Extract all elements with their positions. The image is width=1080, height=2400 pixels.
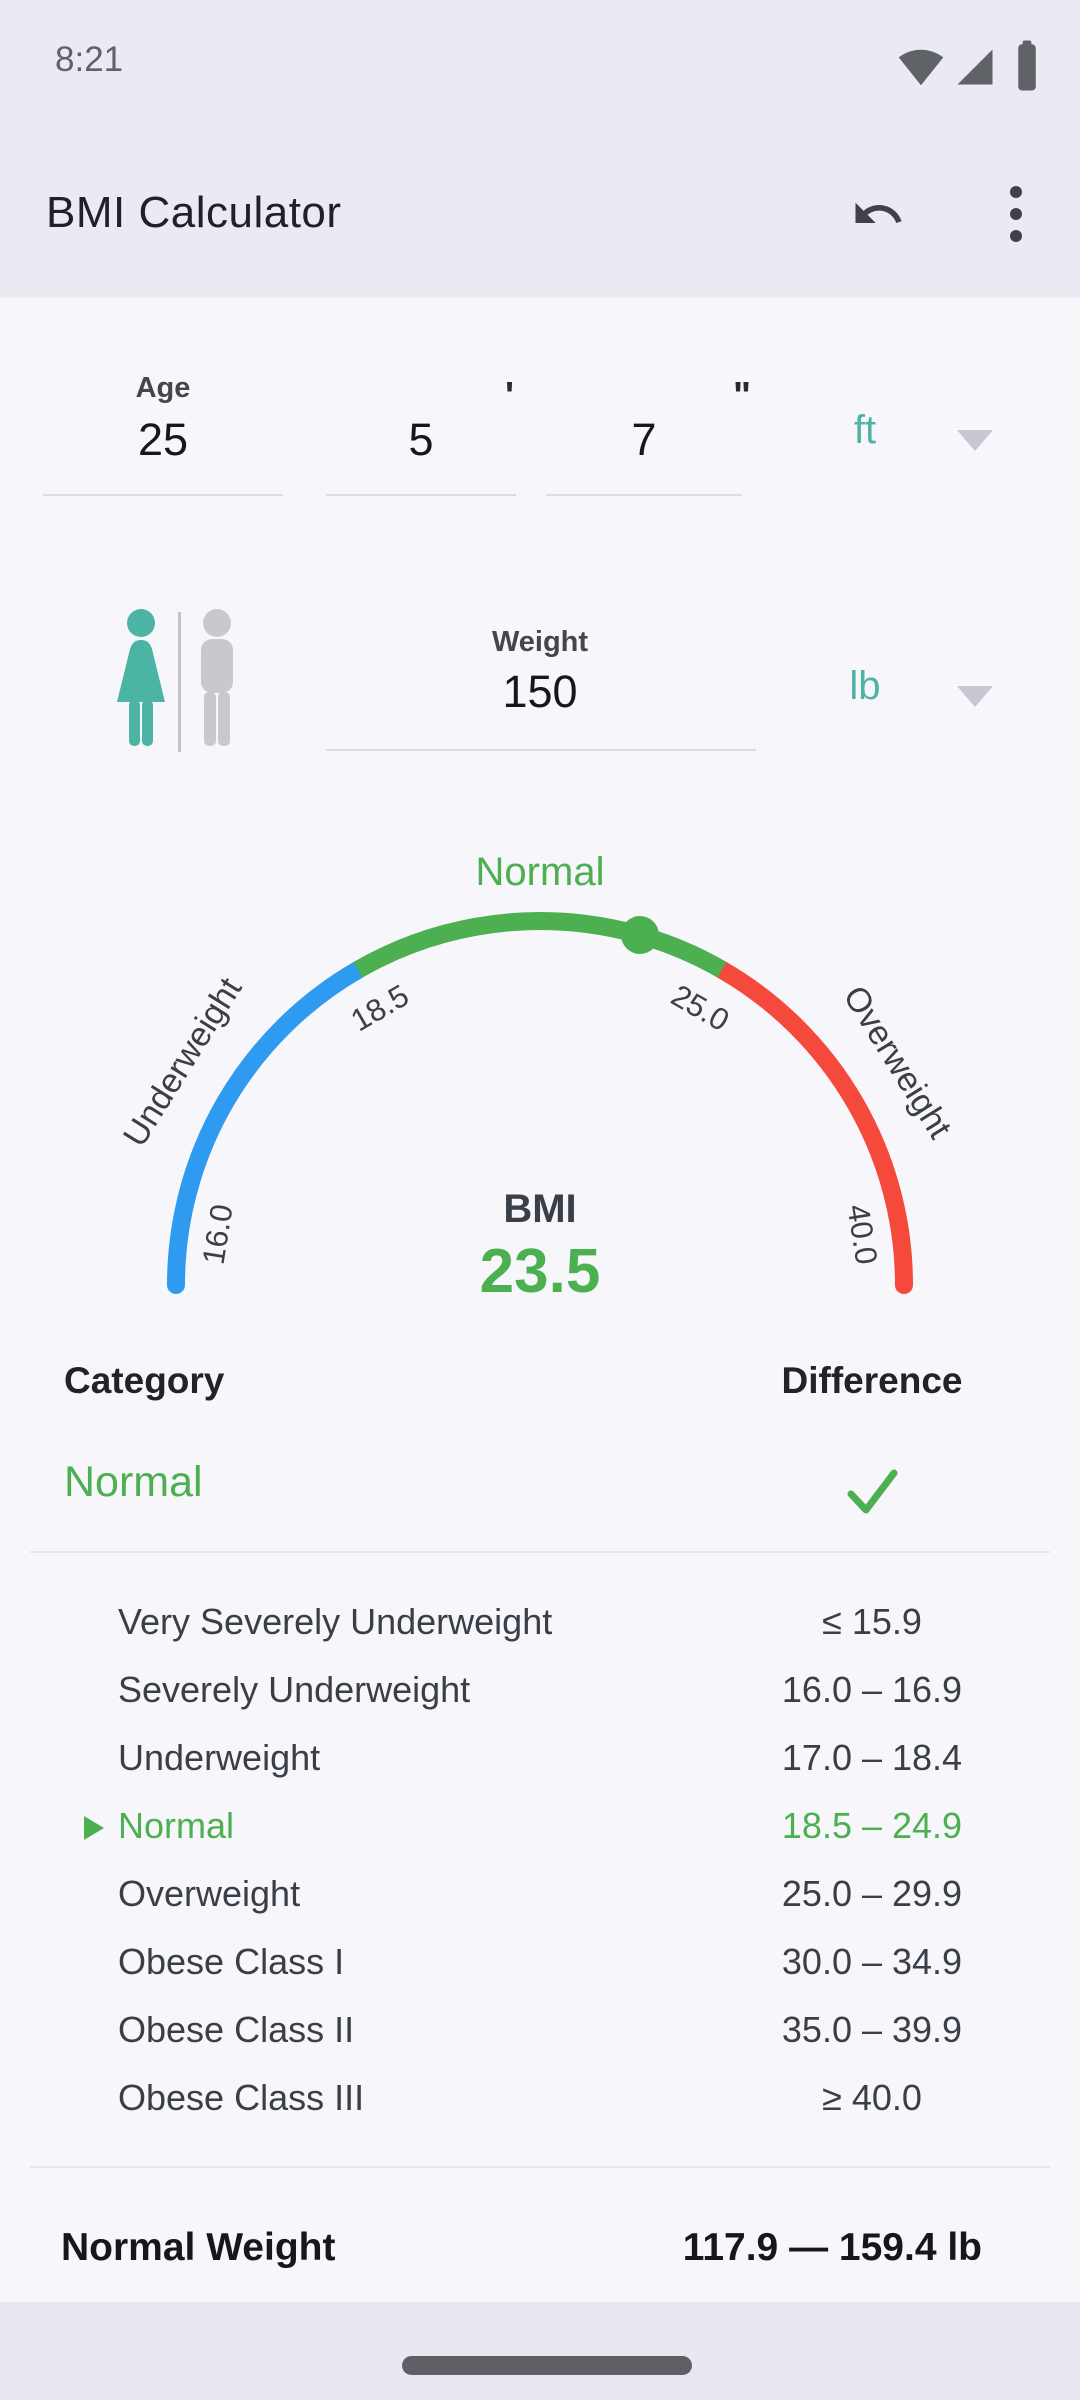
gauge-left-label: Underweight <box>116 971 250 1153</box>
weight-unit-select[interactable]: lb <box>849 664 881 708</box>
home-indicator[interactable] <box>402 2356 692 2375</box>
gauge-pointer-dot <box>621 916 659 954</box>
navigation-bar <box>0 2302 1080 2400</box>
row-name: Normal <box>118 1805 235 1846</box>
row-name: Obese Class I <box>118 1941 345 1982</box>
table-row: Obese Class II 35.0 – 39.9 <box>0 1996 1080 2064</box>
row-range: 17.0 – 18.4 <box>781 1737 963 1778</box>
table-row: Underweight 17.0 – 18.4 <box>0 1724 1080 1792</box>
weight-unit-dropdown-icon[interactable] <box>957 686 993 707</box>
table-row: Obese Class I 30.0 – 34.9 <box>0 1928 1080 1996</box>
gauge-tick-25: 25.0 <box>665 978 735 1038</box>
height-inches-input[interactable]: 7 <box>631 414 657 465</box>
table-row: Severely Underweight 16.0 – 16.9 <box>0 1656 1080 1724</box>
row-range: 25.0 – 29.9 <box>781 1873 963 1914</box>
page-title: BMI Calculator <box>46 188 342 237</box>
female-icon[interactable] <box>112 608 170 752</box>
row-name: Obese Class II <box>118 2009 355 2050</box>
gauge-top-label: Normal <box>476 850 605 894</box>
gender-divider <box>178 612 181 752</box>
weight-label: Weight <box>491 626 589 658</box>
category-table: Very Severely Underweight ≤ 15.9 Severel… <box>0 1588 1080 2132</box>
height-inches-underline <box>546 494 742 496</box>
height-unit-dropdown-icon[interactable] <box>957 430 993 451</box>
gauge-overweight-arc <box>713 960 913 1294</box>
table-row: Overweight 25.0 – 29.9 <box>0 1860 1080 1928</box>
row-name: Severely Underweight <box>118 1669 471 1710</box>
male-icon[interactable] <box>188 608 246 752</box>
age-label: Age <box>135 372 191 404</box>
row-range: ≥ 40.0 <box>822 2077 922 2118</box>
height-feet-underline <box>326 494 516 496</box>
inches-mark: " <box>733 375 752 417</box>
row-name: Obese Class III <box>118 2077 365 2118</box>
height-unit-select[interactable]: ft <box>853 408 877 452</box>
table-row: Obese Class III ≥ 40.0 <box>0 2064 1080 2132</box>
normal-weight-range: 117.9 — 159.4 lb <box>682 2226 982 2269</box>
gauge-normal-arc <box>353 912 727 978</box>
battery-icon <box>1018 40 1036 91</box>
result-category: Normal <box>64 1458 203 1506</box>
difference-header: Difference <box>781 1360 963 1401</box>
row-name: Overweight <box>118 1873 301 1914</box>
status-time: 8:21 <box>55 40 124 79</box>
gauge-right-label: Overweight <box>836 979 960 1145</box>
table-row: Very Severely Underweight ≤ 15.9 <box>0 1588 1080 1656</box>
feet-mark: ' <box>505 375 515 417</box>
row-range: 35.0 – 39.9 <box>781 2009 963 2050</box>
undo-button[interactable] <box>848 184 908 244</box>
bmi-value: 23.5 <box>480 1237 601 1306</box>
age-input[interactable]: 25 <box>137 414 189 465</box>
height-feet-input[interactable]: 5 <box>408 414 434 465</box>
bmi-label: BMI <box>503 1187 576 1231</box>
row-range: 16.0 – 16.9 <box>781 1669 963 1710</box>
gauge-underweight-arc <box>167 960 367 1294</box>
row-name: Very Severely Underweight <box>118 1601 553 1642</box>
row-range: 30.0 – 34.9 <box>781 1941 963 1982</box>
bmi-gauge: Normal Underweight Overweight 16.0 18.5 … <box>116 850 960 1306</box>
category-header: Category <box>64 1360 225 1401</box>
row-name: Underweight <box>118 1737 321 1778</box>
overflow-menu-icon <box>1010 186 1022 242</box>
table-row-active: Normal 18.5 – 24.9 <box>0 1792 1080 1860</box>
gauge-tick-16: 16.0 <box>196 1202 240 1267</box>
active-row-marker-icon <box>84 1816 104 1840</box>
wifi-icon <box>898 49 944 86</box>
undo-icon <box>855 202 902 223</box>
overflow-menu-button[interactable] <box>986 184 1046 244</box>
gauge-tick-18-5: 18.5 <box>345 978 415 1038</box>
row-range: ≤ 15.9 <box>822 1601 922 1642</box>
top-chrome <box>0 0 1080 298</box>
check-icon <box>847 1469 898 1514</box>
divider-bottom <box>30 2166 1050 2168</box>
normal-weight-label: Normal Weight <box>61 2226 336 2269</box>
gauge-tick-40: 40.0 <box>840 1202 884 1267</box>
divider-top <box>30 1551 1050 1553</box>
weight-underline <box>326 749 756 751</box>
signal-icon <box>957 49 993 85</box>
weight-input[interactable]: 150 <box>502 666 578 717</box>
row-range: 18.5 – 24.9 <box>781 1805 963 1846</box>
age-underline <box>43 494 283 496</box>
